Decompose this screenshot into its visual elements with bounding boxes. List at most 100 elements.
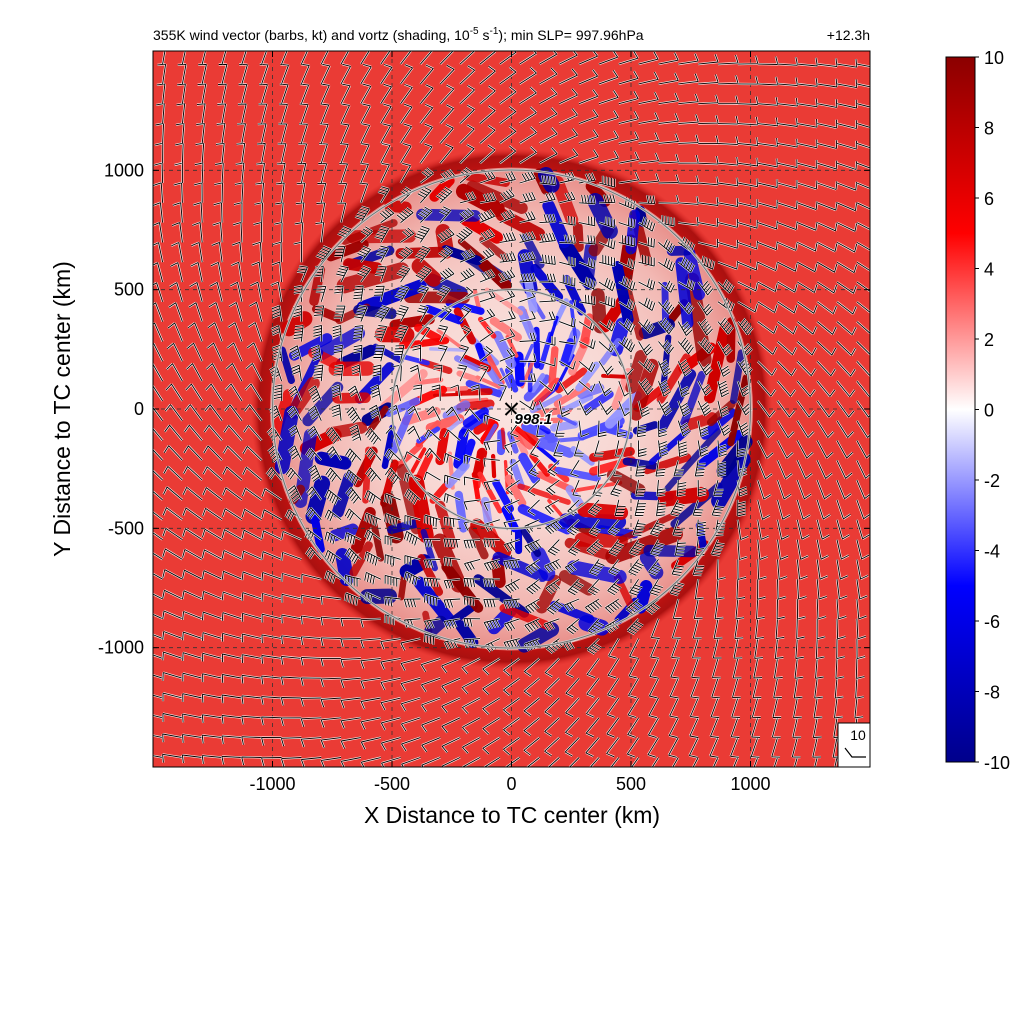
- wind-barb: [259, 83, 268, 104]
- wind-barb: [618, 318, 636, 333]
- wind-barb: [348, 385, 362, 402]
- wind-barb: [757, 138, 778, 147]
- wind-barb: [275, 182, 285, 203]
- wind-barb: [162, 51, 166, 65]
- wind-barb: [400, 657, 421, 671]
- wind-barb: [606, 697, 620, 718]
- wind-barb: [201, 590, 223, 600]
- wind-barb: [677, 321, 693, 336]
- wind-barb: [479, 105, 496, 124]
- vorticity-band: [657, 486, 710, 507]
- wind-barb: [737, 199, 758, 208]
- wind-barb: [677, 301, 694, 315]
- x-axis: -1000 -500 0 500 1000: [249, 51, 771, 794]
- wind-barb: [519, 272, 537, 283]
- wind-barb: [834, 757, 838, 767]
- wind-barb: [737, 480, 748, 497]
- wind-barb: [648, 697, 659, 719]
- wind-barb: [555, 420, 565, 437]
- vorticity-band: [683, 247, 706, 301]
- wind-barb: [206, 363, 223, 382]
- wind-barb: [856, 380, 870, 397]
- wind-barb: [856, 142, 870, 149]
- wind-barb: [610, 757, 620, 767]
- wind-barb: [539, 254, 556, 265]
- wind-barb: [163, 445, 183, 461]
- wind-barb: [854, 697, 864, 719]
- wind-barb: [285, 467, 302, 481]
- wind-barb: [459, 51, 475, 65]
- wind-barb: [717, 239, 738, 249]
- wind-barb: [374, 305, 390, 322]
- wind-barb: [344, 547, 362, 564]
- wind-barb: [816, 400, 835, 418]
- vorticity-band: [398, 337, 450, 350]
- wind-barb: [638, 400, 650, 417]
- wind-barb: [797, 222, 818, 231]
- wind-barb: [499, 252, 517, 263]
- vorticity-band: [460, 213, 503, 244]
- wind-barb: [777, 479, 792, 500]
- wind-barb: [527, 479, 540, 496]
- wind-barb: [380, 51, 391, 65]
- wind-barb: [717, 156, 739, 166]
- wind-barb: [677, 400, 691, 417]
- wind-barb: [307, 405, 322, 421]
- wind-barb: [482, 677, 501, 695]
- wind-barb: [527, 499, 540, 516]
- wind-barb: [202, 632, 223, 641]
- wind-barb: [483, 440, 500, 451]
- wind-barb: [162, 631, 183, 640]
- wind-barb: [241, 508, 262, 521]
- wind-barb: [439, 104, 454, 124]
- wind-barb: [692, 757, 699, 767]
- wind-barb: [730, 717, 740, 738]
- y-tick-label: 1000: [104, 160, 144, 180]
- vorticity-band: [501, 505, 519, 533]
- wind-barb: [713, 618, 723, 639]
- wind-barb: [519, 251, 536, 263]
- wind-barb: [757, 499, 771, 520]
- wind-barb: [737, 380, 751, 397]
- wind-barb: [503, 598, 520, 609]
- wind-barb: [578, 400, 593, 416]
- wind-barb: [384, 535, 401, 546]
- wind-barb: [164, 404, 183, 421]
- wind-barb: [796, 479, 812, 500]
- wind-barb: [757, 301, 778, 313]
- wind-barb: [519, 191, 536, 204]
- wind-barb: [836, 559, 849, 580]
- wind-barb: [564, 559, 580, 574]
- wind-barb: [162, 692, 183, 702]
- wind-barb: [201, 755, 223, 764]
- colorbar-tick-label: -2: [984, 471, 1000, 491]
- wind-barb: [441, 757, 461, 767]
- wind-barb: [777, 77, 798, 87]
- wind-barb: [169, 282, 183, 302]
- vorticity-band: [521, 422, 558, 443]
- wind-barb: [692, 618, 702, 639]
- wind-barb: [836, 261, 858, 273]
- wind-barb: [817, 181, 838, 190]
- wind-barb: [364, 571, 381, 585]
- wind-barb: [195, 142, 205, 164]
- wind-barb: [241, 756, 262, 766]
- vorticity-band: [309, 510, 325, 554]
- wind-barb: [406, 425, 421, 441]
- wind-barb: [836, 539, 849, 560]
- wind-barb: [409, 364, 421, 382]
- wind-barb: [459, 207, 474, 223]
- wind-barb: [598, 194, 616, 204]
- wind-barb: [608, 539, 625, 557]
- wind-barb: [462, 757, 481, 767]
- wind-barb: [479, 192, 497, 204]
- wind-barb: [353, 344, 363, 362]
- wind-barb: [677, 359, 692, 377]
- wind-barb: [757, 380, 776, 397]
- vorticity-band: [332, 471, 356, 518]
- wind-barb: [797, 301, 818, 314]
- vorticity-band: [433, 392, 463, 397]
- wind-barb: [459, 85, 475, 105]
- wind-barb: [710, 697, 720, 719]
- wind-barb: [598, 380, 613, 397]
